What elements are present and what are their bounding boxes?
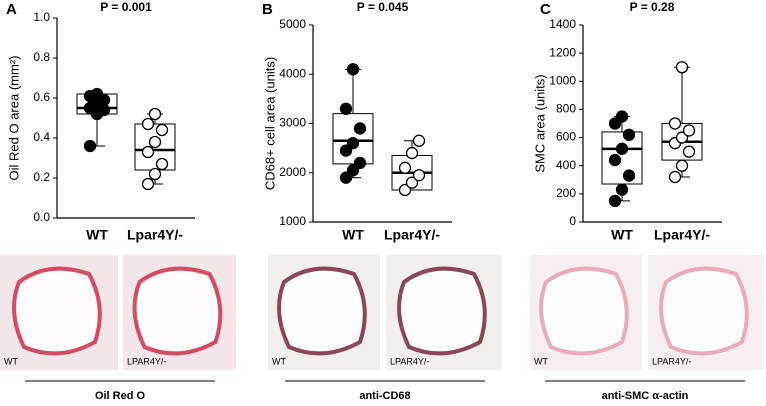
y-tick-label: 1400 [549, 17, 576, 31]
data-point [622, 169, 636, 182]
data-point [682, 124, 696, 137]
data-point [398, 161, 412, 174]
y-tick-label: 1200 [549, 45, 576, 59]
tissue-outline [132, 266, 223, 356]
data-point [141, 145, 155, 159]
tissue-outline [12, 266, 102, 356]
y-tick-label: 2000 [279, 165, 306, 179]
image-label: LPAR4Y/- [652, 356, 691, 366]
y-tick-label: 600 [556, 130, 576, 144]
data-point [405, 176, 419, 189]
y-tick-label: 0.4 [33, 130, 50, 144]
caption: Oil Red O [95, 390, 146, 402]
data-point [148, 135, 162, 149]
data-point [141, 177, 155, 191]
data-point [148, 167, 162, 181]
data-point [148, 107, 162, 121]
y-tick-label: 5000 [279, 17, 306, 31]
caption: anti-SMC α-actin [602, 390, 689, 402]
image-label: LPAR4Y/- [127, 356, 166, 366]
y-tick-label: 3000 [279, 116, 306, 130]
data-point [405, 146, 419, 160]
box [332, 113, 374, 165]
data-point [668, 170, 682, 184]
data-point [353, 122, 367, 135]
data-point [346, 137, 360, 150]
y-tick-label: 1.0 [33, 10, 50, 24]
image-label: WT [4, 356, 18, 366]
x-tick-label: WT [342, 227, 364, 243]
data-point [346, 164, 360, 177]
data-point [668, 117, 682, 130]
image-label: WT [272, 356, 286, 366]
data-point [682, 145, 696, 158]
data-point [339, 144, 353, 157]
y-tick-label: 1000 [549, 73, 576, 87]
panel-letter: A [6, 1, 17, 18]
data-point [346, 63, 360, 76]
y-tick-label: 0.2 [33, 170, 50, 184]
chart-title: P = 0.28 [630, 0, 675, 14]
data-point [155, 157, 169, 171]
tissue-outline [397, 266, 487, 356]
y-axis-label: SMC area (units) [532, 74, 547, 172]
data-point [353, 156, 367, 170]
data-point [155, 123, 169, 137]
data-point [141, 117, 155, 131]
box [601, 131, 643, 185]
data-point [339, 171, 353, 184]
x-tick-label: WT [611, 227, 633, 243]
y-tick-label: 1000 [279, 214, 306, 228]
y-axis-label: Oil Red O area (mm²) [6, 56, 21, 181]
data-point [412, 134, 426, 147]
data-point [90, 87, 104, 101]
data-point [615, 142, 629, 155]
tissue-outline [539, 266, 629, 356]
y-tick-label: 0.0 [33, 210, 50, 224]
panel-letter: B [262, 1, 273, 18]
x-tick-label: Lpar4Y/- [127, 227, 183, 243]
data-point [398, 183, 412, 197]
data-point [675, 159, 689, 172]
image-label: WT [534, 356, 548, 366]
data-point [608, 194, 622, 208]
x-tick-label: Lpar4Y/- [654, 227, 710, 243]
caption: anti-CD68 [359, 390, 410, 402]
data-point [622, 128, 636, 141]
y-tick-label: 0.6 [33, 90, 50, 104]
y-tick-label: 200 [556, 186, 576, 200]
y-tick-label: 0.8 [33, 50, 50, 64]
data-point [615, 183, 629, 196]
data-point [675, 61, 689, 74]
y-tick-label: 4000 [279, 66, 306, 80]
y-tick-label: 800 [556, 102, 576, 116]
y-tick-label: 0 [569, 214, 576, 228]
y-tick-label: 400 [556, 158, 576, 172]
chart-title: P = 0.001 [100, 0, 152, 14]
panel-letter: C [540, 1, 551, 18]
data-point [83, 139, 97, 153]
chart-title: P = 0.045 [357, 0, 409, 14]
tissue-outline [659, 266, 749, 356]
x-tick-label: Lpar4Y/- [384, 227, 440, 243]
image-label: LPAR4Y/- [390, 356, 429, 366]
y-axis-label: CD68+ cell area (units) [262, 57, 277, 190]
data-point [615, 110, 629, 123]
data-point [339, 102, 353, 115]
data-point [412, 169, 426, 182]
x-tick-label: WT [86, 227, 108, 243]
tissue-outline [277, 266, 367, 356]
data-point [608, 153, 622, 167]
